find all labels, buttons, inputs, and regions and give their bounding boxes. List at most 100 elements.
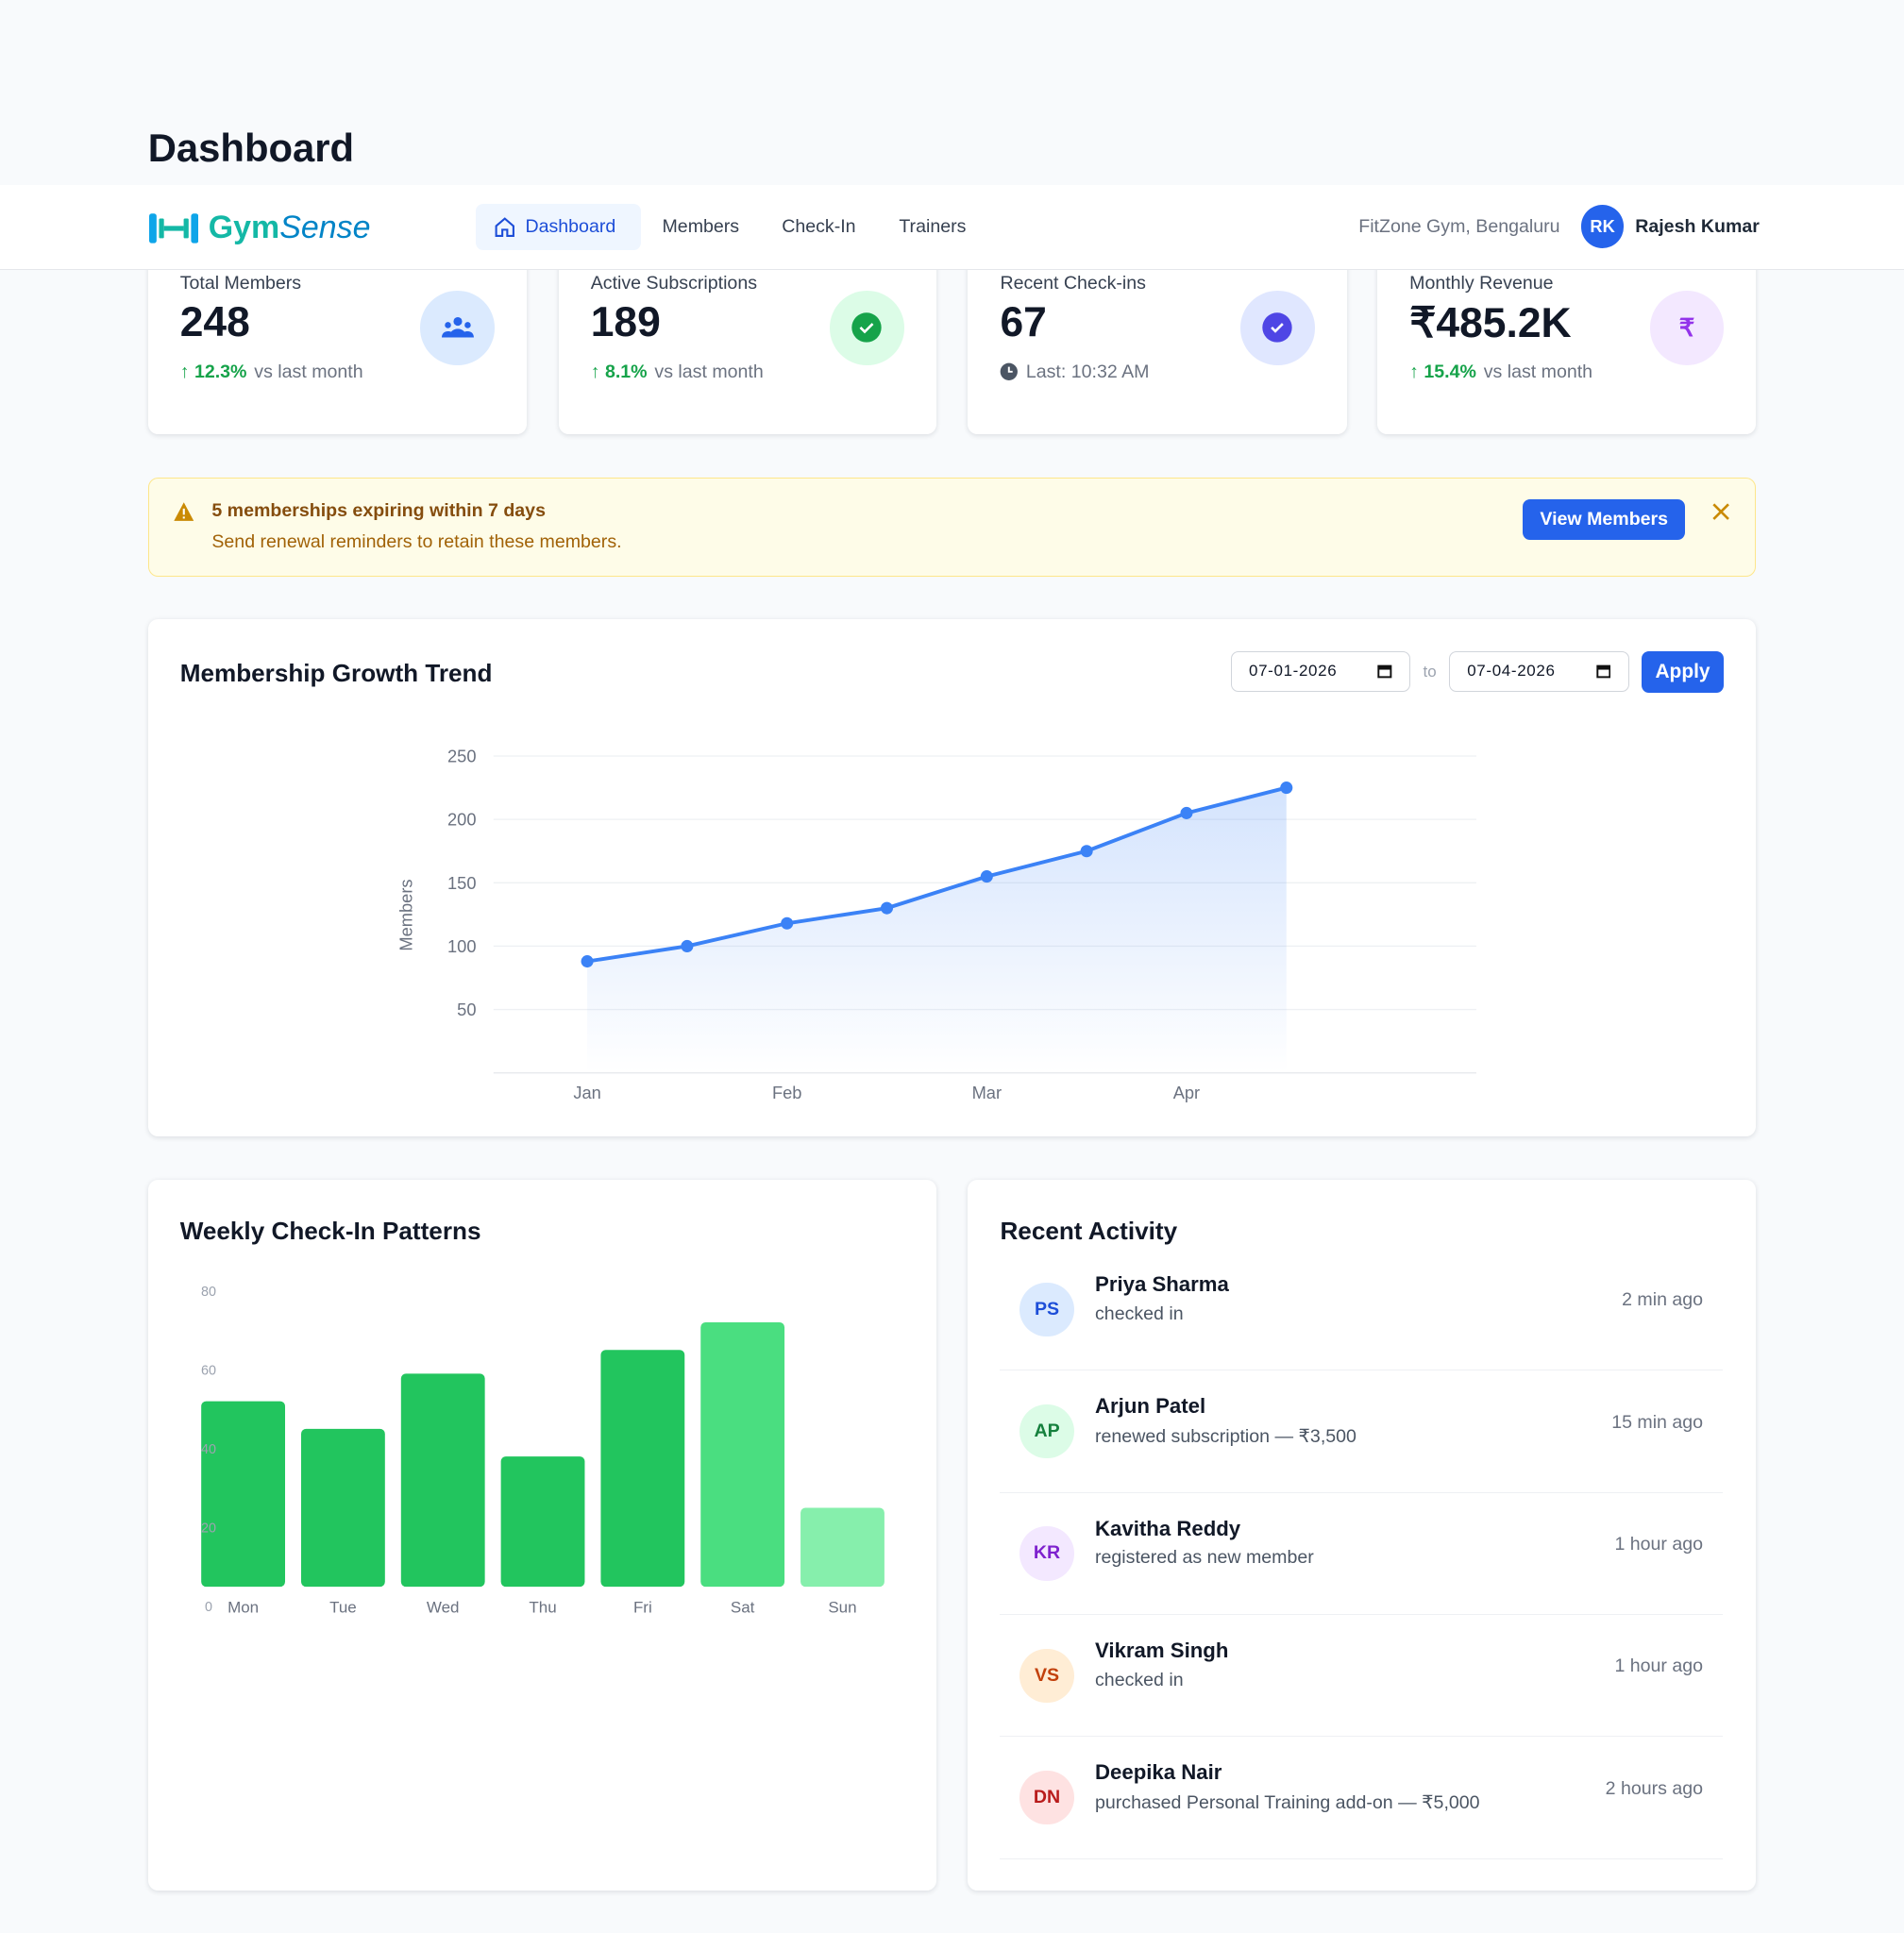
- x-tick-label: Sat: [731, 1599, 755, 1617]
- page-title: Dashboard: [147, 126, 355, 171]
- y-tick-label: 40: [201, 1442, 216, 1457]
- close-button[interactable]: [1712, 503, 1730, 520]
- alert-text: Send renewal reminders to retain these m…: [211, 530, 622, 552]
- activity-action: registered as new member: [1095, 1547, 1314, 1569]
- y-tick-label: 20: [201, 1521, 216, 1537]
- point: [1279, 781, 1293, 794]
- activity-item: PS Priya Sharma checked in 2 min ago: [1000, 1248, 1723, 1371]
- nav-label: Dashboard: [525, 215, 616, 237]
- date-separator: to: [1423, 662, 1437, 681]
- growth-card: 50 100 150 200 250 Members Jan Feb Mar Apr Member…: [147, 618, 1757, 1137]
- stat-label: Active Subscriptions: [590, 272, 757, 294]
- alert: 5 memberships expiring within 7 days Sen…: [147, 477, 1756, 577]
- x-tick-label: Apr: [1172, 1083, 1199, 1102]
- avatar: DN: [1019, 1770, 1074, 1825]
- activity-action: purchased Personal Training add-on — ₹5,…: [1095, 1792, 1480, 1814]
- note: vs last month: [1483, 361, 1593, 382]
- avatar: VS: [1019, 1648, 1074, 1704]
- bar: [800, 1507, 885, 1588]
- avatar: PS: [1019, 1282, 1074, 1337]
- member-name: Arjun Patel: [1095, 1394, 1206, 1419]
- stat-label: Recent Check-ins: [1000, 272, 1146, 294]
- x-tick-label: Wed: [427, 1599, 460, 1617]
- activity-time: 15 min ago: [1611, 1411, 1704, 1433]
- y-axis-title: Members: [396, 879, 415, 950]
- activity-card: Recent Activity PS Priya Sharma checked in…: [968, 1180, 1757, 1891]
- stat-value: ₹485.2K: [1409, 300, 1572, 347]
- point: [780, 916, 793, 930]
- activity-action: checked in: [1095, 1669, 1184, 1690]
- bar: [200, 1401, 285, 1588]
- nav-link[interactable]: Trainers: [899, 215, 967, 237]
- activity-action: checked in: [1095, 1303, 1184, 1324]
- x-tick-label: Fri: [633, 1599, 652, 1617]
- activity-title: Recent Activity: [1000, 1217, 1178, 1246]
- x-tick-label: Tue: [329, 1599, 357, 1617]
- y-tick-label: 100: [447, 936, 476, 956]
- stat-change: ↑ 15.4% vs last month: [1409, 361, 1593, 382]
- y-tick-label: 250: [447, 746, 476, 765]
- stat-label: Monthly Revenue: [1409, 272, 1554, 294]
- y-tick-label: 80: [201, 1285, 216, 1300]
- note: Last: 10:32 AM: [1025, 361, 1150, 382]
- change: 8.1%: [604, 361, 648, 382]
- checkin-chart: Mon Tue Wed Thu Fri Sat Sun 0 20 40 60 80: [200, 1285, 885, 1617]
- icon: ₹: [1649, 291, 1725, 365]
- activity-item: VS Vikram Singh checked in 1 hour ago: [1000, 1614, 1723, 1738]
- stat-card: Recent Check-ins 67 Last: 10:32 AM: [968, 252, 1347, 434]
- avatar: AP: [1019, 1404, 1074, 1459]
- date-from[interactable]: 07-01-2026: [1230, 650, 1411, 692]
- date-to[interactable]: 07-04-2026: [1448, 650, 1629, 692]
- change: 15.4%: [1424, 361, 1476, 382]
- x-tick-label: Feb: [772, 1083, 801, 1102]
- stat-change: Last: 10:32 AM: [1000, 361, 1149, 383]
- nav-link[interactable]: Check-In: [782, 215, 856, 237]
- member-name: Vikram Singh: [1095, 1639, 1229, 1663]
- nav-link-active[interactable]: Dashboard: [476, 203, 642, 251]
- nav-link[interactable]: Members: [662, 215, 740, 237]
- activity-time: 1 hour ago: [1614, 1656, 1704, 1677]
- member-name: Kavitha Reddy: [1095, 1516, 1241, 1540]
- x-tick-label: Thu: [529, 1599, 556, 1617]
- view-members-button[interactable]: View Members: [1523, 498, 1686, 540]
- activity-action: renewed subscription — ₹3,500: [1095, 1426, 1356, 1448]
- x-tick-label: Jan: [573, 1083, 600, 1102]
- alert-title: 5 memberships expiring within 7 days: [211, 500, 546, 522]
- point: [1180, 806, 1193, 819]
- chart-title: Weekly Check-In Patterns: [179, 1217, 481, 1246]
- top-nav: Gym Sense Dashboard Members Check-In Trai…: [0, 184, 1904, 270]
- brand[interactable]: Gym Sense: [149, 210, 371, 246]
- bar: [600, 1350, 685, 1588]
- user-name[interactable]: Rajesh Kumar: [1635, 215, 1760, 237]
- bar: [300, 1429, 385, 1588]
- stat-change: ↑ 8.1% vs last month: [590, 361, 764, 382]
- note: vs last month: [654, 361, 764, 382]
- note: vs last month: [254, 361, 363, 382]
- point: [681, 939, 694, 952]
- brand-part: Sense: [279, 210, 371, 246]
- stat-value: 189: [590, 299, 661, 346]
- stat-card: Total Members 248 ↑ 12.3% vs last month: [147, 252, 527, 434]
- change: 12.3%: [194, 361, 247, 382]
- chart-title: Membership Growth Trend: [179, 658, 493, 687]
- x-tick-label: Sun: [828, 1599, 856, 1617]
- icon: [830, 291, 904, 365]
- apply-button[interactable]: Apply: [1641, 650, 1725, 694]
- x-tick-label: Mar: [971, 1083, 1001, 1102]
- user-avatar[interactable]: RK: [1580, 204, 1625, 248]
- stat-value: 248: [179, 299, 250, 346]
- avatar: KR: [1019, 1526, 1074, 1581]
- growth-chart: 50 100 150 200 250 Members Jan Feb Mar Apr: [396, 746, 1476, 1102]
- stat-card: Active Subscriptions 189 ↑ 8.1% vs last m…: [558, 252, 936, 434]
- checkin-card: Mon Tue Wed Thu Fri Sat Sun 0 20 40 60 80 Weekly Ch…: [147, 1180, 936, 1891]
- line: [586, 785, 1287, 964]
- point: [581, 954, 594, 967]
- date-value: 07-04-2026: [1467, 662, 1556, 681]
- stat-change: ↑ 12.3% vs last month: [179, 361, 363, 382]
- icon: [420, 291, 495, 365]
- y-tick-label: 200: [447, 809, 476, 829]
- stat-value: 67: [1000, 299, 1047, 346]
- activity-time: 2 min ago: [1622, 1289, 1704, 1311]
- bar: [500, 1456, 585, 1588]
